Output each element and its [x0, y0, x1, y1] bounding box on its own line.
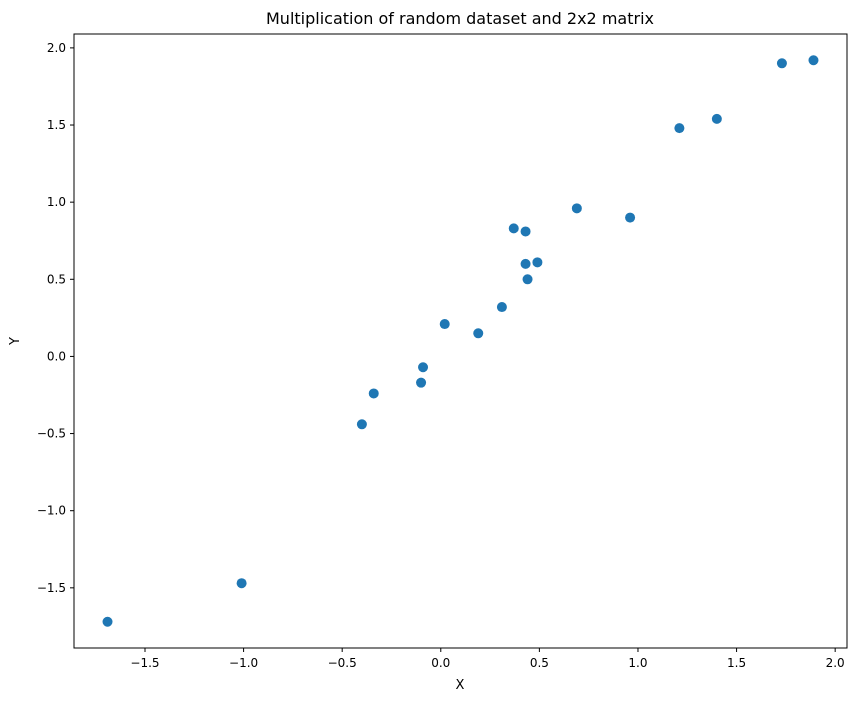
x-tick-label: −1.5 — [130, 656, 159, 670]
data-point — [416, 377, 427, 388]
y-tick-label: 1.5 — [47, 118, 66, 132]
data-point — [236, 578, 247, 589]
data-point — [520, 226, 531, 237]
data-point — [674, 123, 685, 134]
data-point — [625, 212, 636, 223]
y-tick-label: −1.5 — [37, 581, 66, 595]
data-point — [808, 55, 819, 66]
data-point — [776, 58, 787, 69]
plot-area — [74, 34, 847, 648]
y-tick-label: 0.5 — [47, 272, 66, 286]
x-tick-label: 2.0 — [826, 656, 845, 670]
data-point — [711, 113, 722, 124]
x-tick-label: −0.5 — [328, 656, 357, 670]
y-tick-label: 0.0 — [47, 349, 66, 363]
data-point — [356, 419, 367, 430]
data-point — [473, 328, 484, 339]
data-point — [532, 257, 543, 268]
x-tick-label: −1.0 — [229, 656, 258, 670]
data-point — [571, 203, 582, 214]
y-tick-label: 1.0 — [47, 195, 66, 209]
data-point — [439, 319, 450, 330]
data-point — [508, 223, 519, 234]
data-point — [418, 362, 429, 373]
x-tick-label: 1.0 — [628, 656, 647, 670]
x-tick-label: 0.0 — [431, 656, 450, 670]
data-point — [102, 616, 113, 627]
data-point — [520, 258, 531, 269]
y-axis-label: Y — [8, 337, 23, 346]
x-tick-label: 0.5 — [530, 656, 549, 670]
y-tick-label: 2.0 — [47, 41, 66, 55]
plot-frame — [73, 33, 848, 649]
data-point — [368, 388, 379, 399]
x-axis-ticks: −1.5 −1.0 −0.5 0.0 0.5 1.0 1.5 2.0 — [130, 648, 845, 670]
chart-title: Multiplication of random dataset and 2x2… — [266, 9, 654, 28]
x-tick-label: 1.5 — [727, 656, 746, 670]
y-tick-label: −1.0 — [37, 504, 66, 518]
y-tick-label: −0.5 — [37, 427, 66, 441]
y-axis-ticks: −1.5 −1.0 −0.5 0.0 0.5 1.0 1.5 2.0 — [37, 41, 74, 595]
data-points — [102, 55, 819, 627]
data-point — [522, 274, 533, 285]
data-point — [496, 302, 507, 313]
x-axis-label: X — [456, 678, 465, 693]
